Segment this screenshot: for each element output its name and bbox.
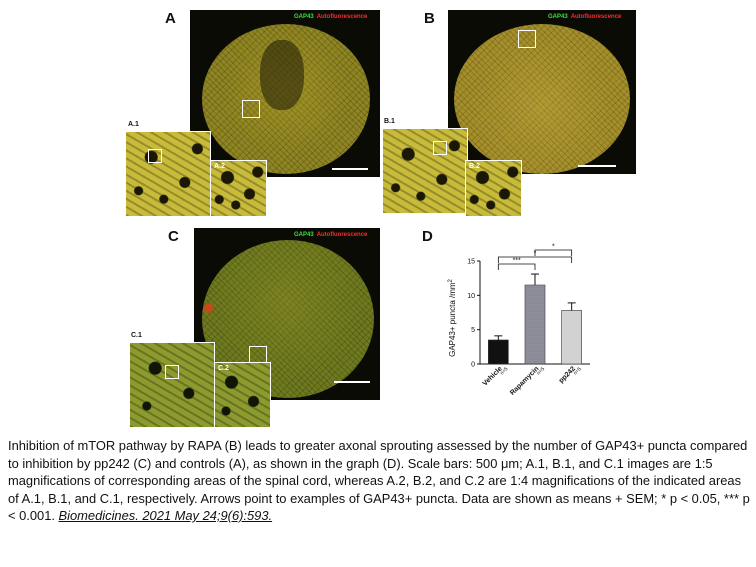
chart-x-tick-n-label: n=5 bbox=[499, 366, 509, 376]
chart-significance-label: *** bbox=[513, 258, 521, 265]
panel-b1-roi-box bbox=[433, 141, 447, 155]
panel-a-label: A bbox=[165, 10, 176, 27]
panel-a1-inset bbox=[125, 131, 211, 217]
chart-significance-label: * bbox=[552, 244, 555, 251]
caption-citation: Biomedicines. 2021 May 24;9(6):593. bbox=[58, 508, 273, 523]
panel-b-micrograph: GAP43 Autofluorescence bbox=[448, 10, 636, 174]
panel-b1-inset bbox=[382, 128, 468, 214]
chart-y-ticks: 0 5 10 15 bbox=[467, 259, 480, 369]
gap43-legend-c: GAP43 bbox=[294, 232, 314, 238]
chart-x-tick-n-label: n=5 bbox=[536, 366, 546, 376]
panel-b-roi-box bbox=[518, 30, 536, 48]
autofluorescence-legend-b: Autofluorescence bbox=[570, 14, 622, 20]
panel-a1-label: A.1 bbox=[128, 121, 139, 128]
panel-b-scale-bar bbox=[578, 165, 616, 167]
chart-bars bbox=[488, 273, 582, 365]
chart-significance: ***** bbox=[497, 244, 573, 270]
panel-b-stain-legend: GAP43 Autofluorescence bbox=[548, 14, 621, 20]
panel-b2-label: B.2 bbox=[469, 163, 480, 170]
chart-x-tick-label-vehicle: Vehicle bbox=[482, 365, 504, 387]
autofluorescence-legend-c: Autofluorescence bbox=[316, 232, 368, 238]
panel-b-label: B bbox=[424, 10, 435, 27]
caption-text: Inhibition of mTOR pathway by RAPA (B) l… bbox=[8, 438, 750, 523]
panel-c2-label: C.2 bbox=[218, 365, 229, 372]
chart-y-tick-label: 0 bbox=[471, 362, 475, 369]
panel-d-label: D bbox=[422, 228, 433, 245]
panel-a1-roi-box bbox=[148, 149, 162, 163]
panel-c-stain-legend: GAP43 Autofluorescence bbox=[294, 232, 367, 238]
chart-x-tick-label-rapamycin: Rapamycin bbox=[509, 365, 540, 396]
panel-c-autofluorescent-spot bbox=[204, 303, 213, 313]
figure-caption: Inhibition of mTOR pathway by RAPA (B) l… bbox=[8, 437, 750, 525]
panel-b1-label: B.1 bbox=[384, 118, 395, 125]
panel-a-roi-box bbox=[242, 100, 260, 118]
chart-significance-bracket bbox=[534, 249, 573, 256]
panel-c1-label: C.1 bbox=[131, 332, 142, 339]
panel-a-lesion bbox=[260, 40, 304, 110]
chart-bar-vehicle bbox=[488, 339, 509, 365]
chart-y-tick-label: 5 bbox=[471, 327, 475, 334]
chart-y-axis-label-superscript: 2 bbox=[448, 278, 454, 282]
autofluorescence-legend: Autofluorescence bbox=[316, 14, 368, 20]
chart-significance-bracket bbox=[497, 256, 573, 263]
panel-a2-inset: A.2 bbox=[210, 160, 267, 217]
panel-a2-label: A.2 bbox=[214, 163, 225, 170]
chart-x-tick-n-label: n=5 bbox=[572, 366, 582, 376]
gap43-legend-b: GAP43 bbox=[548, 14, 568, 20]
gap43-legend: GAP43 bbox=[294, 14, 314, 20]
panel-a-scale-bar bbox=[332, 168, 368, 170]
panel-c2-inset: C.2 bbox=[214, 362, 271, 428]
panel-b2-inset: B.2 bbox=[465, 160, 522, 217]
chart-significance-bracket bbox=[497, 263, 536, 270]
panel-c-scale-bar bbox=[334, 381, 370, 383]
chart-bar-pp242 bbox=[561, 310, 582, 365]
panel-b-spinal-cord-section bbox=[454, 24, 630, 174]
panel-c-label: C bbox=[168, 228, 179, 245]
panel-c1-inset bbox=[129, 342, 215, 428]
panel-a-stain-legend: GAP43 Autofluorescence bbox=[294, 14, 367, 20]
panel-c1-roi-box bbox=[165, 365, 179, 379]
panel-a-micrograph: GAP43 Autofluorescence bbox=[190, 10, 380, 177]
chart-y-tick-label: 10 bbox=[467, 293, 475, 300]
chart-y-axis-label: GAP43+ puncta /mm2 bbox=[448, 278, 457, 356]
chart-y-tick-label: 15 bbox=[467, 259, 475, 266]
